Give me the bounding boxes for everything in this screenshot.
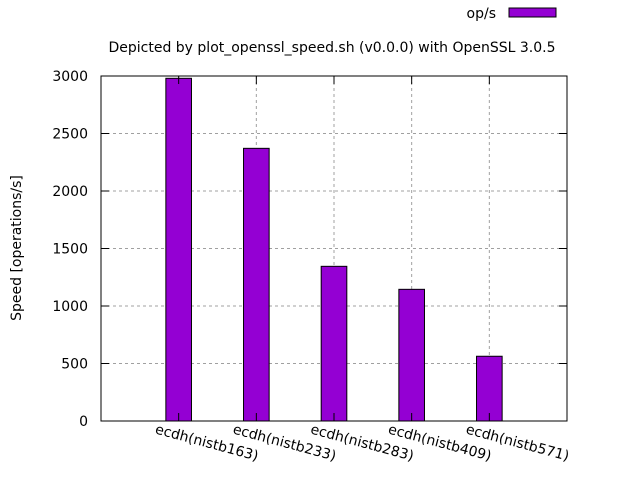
y-tick-label: 2500 (52, 127, 88, 143)
bar (476, 355, 503, 422)
legend: op/s (467, 6, 557, 22)
bar (398, 288, 425, 422)
chart-title: Depicted by plot_openssl_speed.sh (v0.0.… (108, 40, 555, 56)
bar (320, 265, 348, 422)
bar (165, 77, 192, 422)
y-axis-label: Speed [operations/s] (9, 175, 25, 321)
y-tick-label: 1000 (52, 299, 88, 315)
y-tick-label: 500 (61, 357, 88, 373)
x-axis: ecdh(nistb163)ecdh(nistb233)ecdh(nistb28… (153, 76, 571, 465)
y-tick-label: 2000 (52, 184, 88, 200)
bar (243, 147, 270, 422)
y-axis: 0 500 1000 1500 2000 2500 3000 (52, 69, 567, 430)
y-tick-label: 3000 (52, 69, 88, 85)
legend-swatch (508, 7, 557, 18)
bars (165, 77, 503, 422)
y-tick-label: 0 (79, 414, 88, 430)
y-tick-label: 1500 (52, 242, 88, 258)
legend-label: op/s (467, 6, 496, 22)
